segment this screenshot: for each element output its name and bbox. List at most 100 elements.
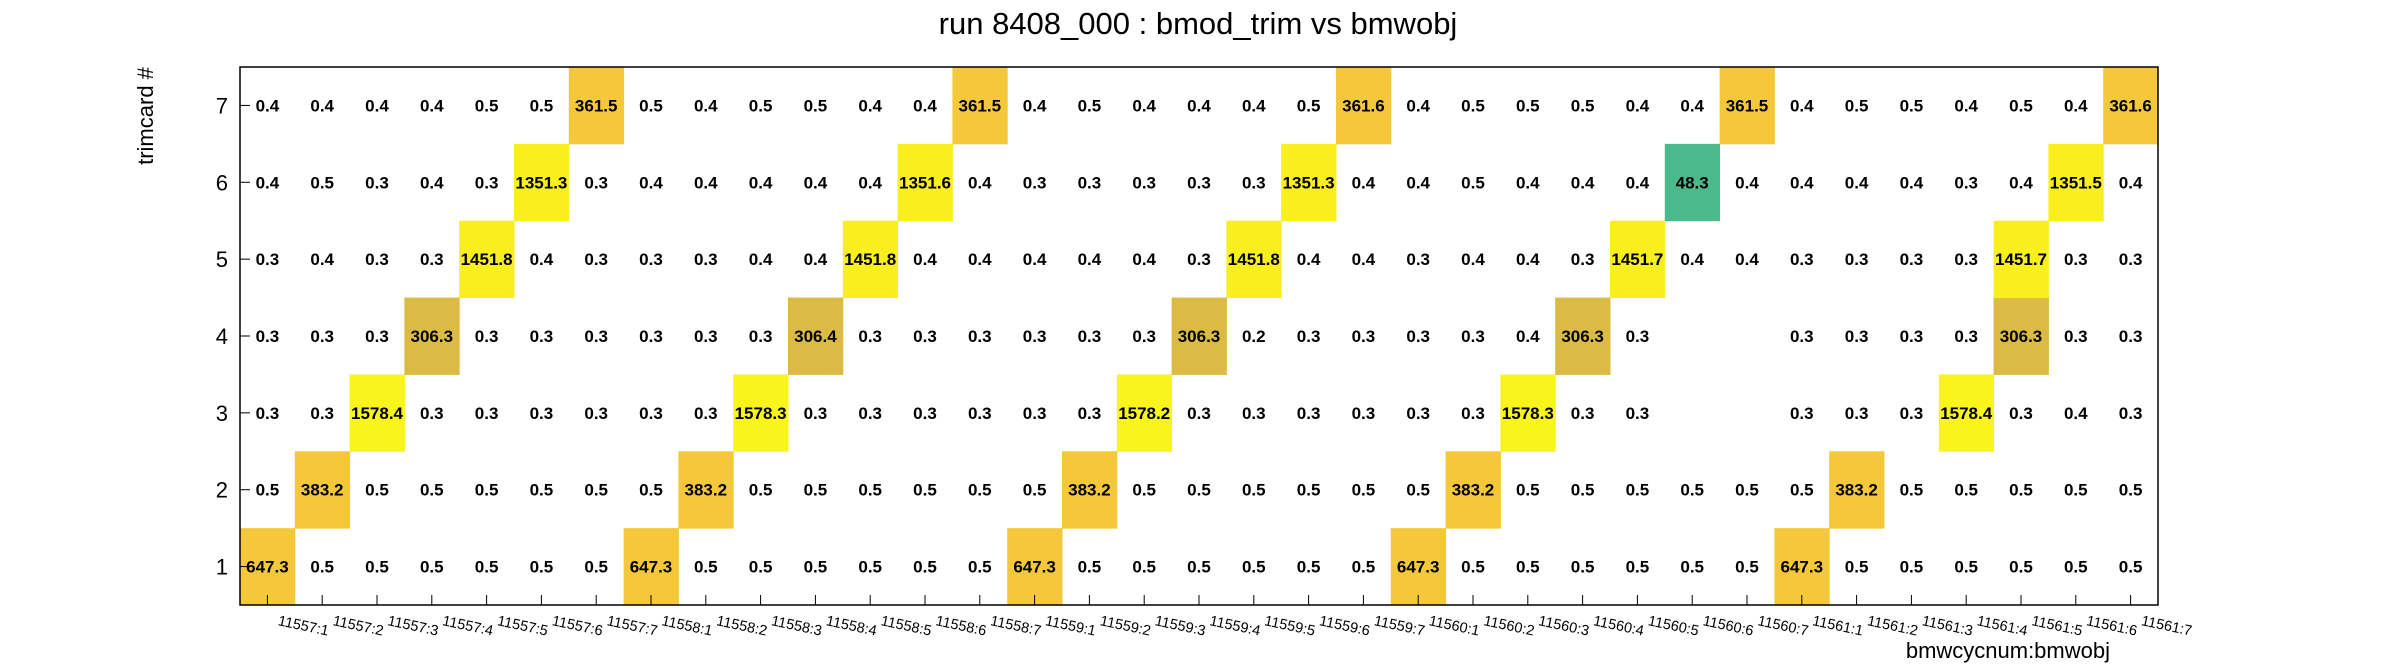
- cell-value-label: 0.3: [256, 404, 280, 423]
- cell-value-label: 0.3: [1900, 327, 1924, 346]
- cell-value-label: 0.4: [310, 96, 334, 115]
- cell-value-label: 0.3: [584, 404, 608, 423]
- cell-value-label: 0.5: [530, 481, 554, 500]
- cell-value-label: 0.4: [1461, 250, 1485, 269]
- cell-value-label: 0.4: [1735, 173, 1759, 192]
- x-tick-label: 11558:7: [989, 613, 1043, 639]
- cell-value-label: 1578.3: [1502, 404, 1554, 423]
- cell-value-label: 0.5: [1954, 481, 1978, 500]
- cell-value-label: 0.5: [1680, 481, 1704, 500]
- y-axis-title: trimcard #: [133, 66, 158, 165]
- cell-value-label: 0.4: [2009, 173, 2033, 192]
- cell-value-label: 0.4: [530, 250, 554, 269]
- cell-value-label: 0.4: [694, 96, 718, 115]
- cell-value-label: 0.4: [420, 173, 444, 192]
- cell-value-label: 647.3: [1397, 558, 1440, 577]
- x-tick-label: 11557:6: [551, 613, 605, 639]
- cell-value-label: 647.3: [1013, 558, 1056, 577]
- x-tick-label: 11560:4: [1592, 613, 1646, 639]
- cell-value-label: 0.4: [1680, 250, 1704, 269]
- x-tick-label: 11558:3: [770, 613, 824, 639]
- cell-value-label: 0.5: [1516, 558, 1540, 577]
- cell-value-label: 0.4: [1845, 173, 1869, 192]
- cell-value-label: 0.3: [1242, 173, 1266, 192]
- cell-value-label: 0.5: [475, 558, 499, 577]
- heatmap-cell: [1719, 67, 1775, 145]
- cell-value-label: 0.5: [530, 96, 554, 115]
- cell-value-label: 0.4: [2064, 96, 2088, 115]
- cell-value-label: 0.5: [1571, 558, 1595, 577]
- cell-value-label: 0.5: [2064, 481, 2088, 500]
- x-tick-label: 11559:2: [1099, 613, 1153, 639]
- cell-value-label: 0.4: [1023, 250, 1047, 269]
- cell-value-label: 0.4: [1406, 173, 1430, 192]
- x-tick-label: 11561:1: [1811, 613, 1865, 639]
- cell-value-label: 0.5: [968, 558, 992, 577]
- cell-value-label: 0.3: [1187, 173, 1211, 192]
- heatmap-cell: [568, 67, 625, 145]
- cell-value-label: 0.3: [694, 327, 718, 346]
- cell-value-label: 0.5: [475, 481, 499, 500]
- cell-value-label: 0.4: [1626, 96, 1650, 115]
- cell-value-label: 0.3: [1461, 327, 1485, 346]
- cell-value-label: 0.3: [2119, 404, 2143, 423]
- cell-value-label: 1578.2: [1118, 404, 1170, 423]
- cell-value-label: 0.4: [1626, 173, 1650, 192]
- cell-value-label: 0.3: [256, 327, 280, 346]
- y-tick-label: 5: [216, 247, 228, 272]
- cell-value-label: 0.3: [1900, 250, 1924, 269]
- cell-value-label: 0.5: [2009, 558, 2033, 577]
- x-tick-label: 11561:2: [1866, 613, 1920, 639]
- cell-value-label: 0.2: [1242, 327, 1266, 346]
- x-tick-label: 11557:2: [331, 613, 385, 639]
- cell-value-label: 0.3: [1352, 327, 1376, 346]
- y-tick-label: 1: [216, 555, 228, 580]
- heatmap-cell: [1500, 374, 1556, 452]
- x-tick-label: 11557:4: [441, 613, 495, 639]
- cell-value-label: 0.4: [1352, 250, 1376, 269]
- cell-value-label: 0.3: [1078, 404, 1102, 423]
- cell-value-label: 0.3: [1406, 327, 1430, 346]
- heatmap-cell: [1445, 451, 1501, 529]
- cell-value-label: 0.5: [858, 481, 882, 500]
- cell-value-label: 383.2: [685, 481, 728, 500]
- cell-value-label: 0.5: [1132, 558, 1156, 577]
- x-tick-label: 11560:7: [1756, 613, 1810, 639]
- heatmap-cell: [2048, 143, 2104, 222]
- cell-value-label: 0.3: [584, 327, 608, 346]
- cell-value-label: 1351.3: [1283, 173, 1335, 192]
- cell-value-label: 0.3: [1297, 404, 1321, 423]
- y-tick-label: 3: [216, 401, 228, 426]
- cell-value-label: 0.3: [1790, 250, 1814, 269]
- heatmap-cells: 647.3 0.5 0.5 0.5 0.5 0.5 0.5 647.3 0.5 0.5 0.5 0.5…: [240, 67, 2159, 606]
- cell-value-label: 0.5: [1626, 558, 1650, 577]
- heatmap-cell: [1993, 297, 2049, 375]
- cell-value-label: 0.3: [1845, 250, 1869, 269]
- cell-value-label: 0.3: [858, 404, 882, 423]
- cell-value-label: 0.5: [1680, 558, 1704, 577]
- cell-value-label: 0.5: [749, 558, 773, 577]
- cell-value-label: 0.3: [530, 404, 554, 423]
- cell-value-label: 647.3: [1781, 558, 1824, 577]
- cell-value-label: 0.5: [639, 96, 663, 115]
- cell-value-label: 0.5: [1845, 96, 1869, 115]
- cell-value-label: 361.6: [2109, 96, 2152, 115]
- cell-value-label: 0.5: [1626, 481, 1650, 500]
- cell-value-label: 0.4: [968, 173, 992, 192]
- cell-value-label: 0.4: [1406, 96, 1430, 115]
- x-tick-label: 11561:3: [1921, 613, 1975, 639]
- cell-value-label: 0.3: [858, 327, 882, 346]
- cell-value-label: 1578.3: [735, 404, 787, 423]
- heatmap-cell: [623, 528, 679, 606]
- x-tick-label: 11560:6: [1701, 613, 1755, 639]
- cell-value-label: 0.3: [584, 173, 608, 192]
- heatmap-cell: [1664, 143, 1721, 222]
- cell-value-label: 0.5: [1461, 558, 1485, 577]
- cell-value-label: 0.5: [1242, 558, 1266, 577]
- cell-value-label: 0.3: [2119, 327, 2143, 346]
- cell-value-label: 0.3: [365, 250, 389, 269]
- cell-value-label: 0.3: [1845, 404, 1869, 423]
- cell-value-label: 0.3: [2064, 327, 2088, 346]
- cell-value-label: 0.5: [1078, 96, 1102, 115]
- cell-value-label: 0.5: [365, 558, 389, 577]
